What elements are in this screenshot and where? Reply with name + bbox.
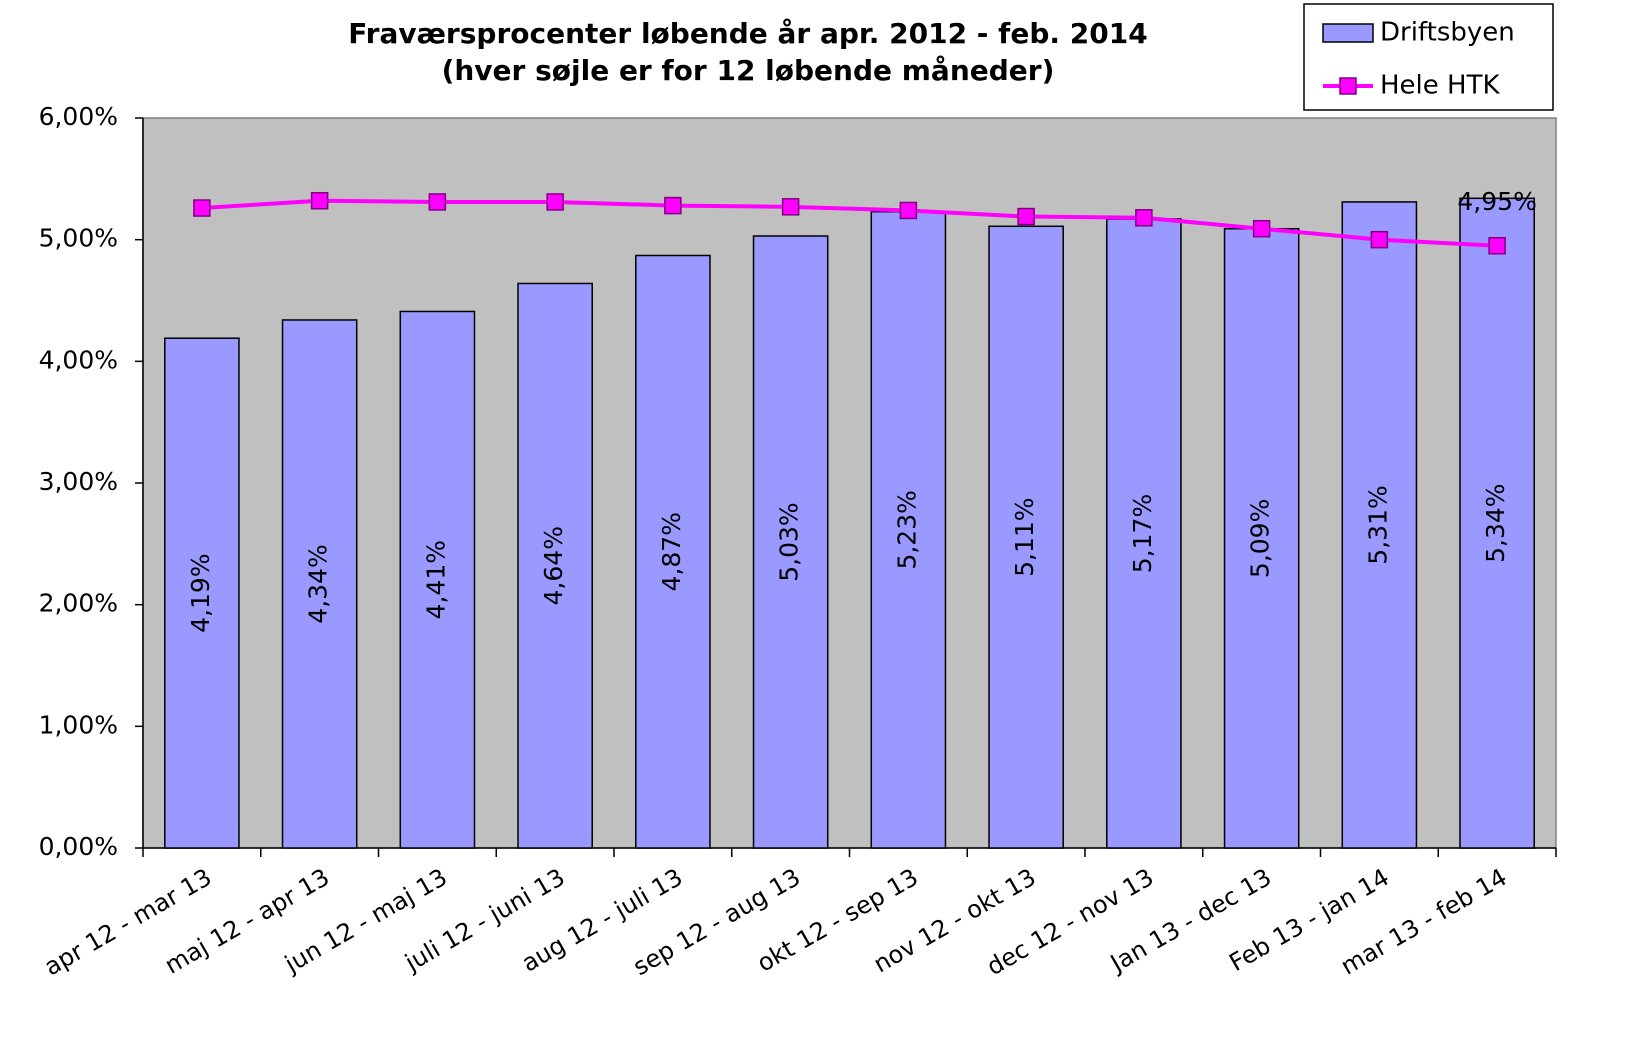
bar — [517, 282, 593, 849]
bar — [1459, 197, 1535, 849]
bar — [399, 310, 476, 849]
line-marker — [546, 193, 564, 211]
bar-value-label: 4,19% — [186, 553, 215, 632]
line-value-label: 4,95% — [1457, 187, 1536, 216]
line-marker — [1135, 209, 1153, 227]
line-marker — [193, 199, 211, 217]
y-tick-label: 5,00% — [39, 224, 118, 253]
y-tick-label: 6,00% — [39, 102, 118, 131]
line-marker — [899, 201, 918, 220]
bar-value-label: 5,17% — [1128, 494, 1157, 573]
bar — [635, 254, 711, 849]
bar — [281, 319, 358, 849]
bar-value-label: 4,41% — [421, 540, 450, 619]
legend-label: Driftsbyen — [1380, 18, 1515, 48]
y-tick-label: 3,00% — [39, 467, 118, 496]
bar-value-label: 5,11% — [1010, 497, 1039, 576]
bar-value-label: 5,31% — [1363, 485, 1392, 564]
y-tick-label: 4,00% — [39, 345, 118, 374]
bar — [164, 337, 240, 849]
line-marker — [664, 196, 682, 215]
chart-title: Fraværsprocenter løbende år apr. 2012 - … — [348, 17, 1147, 50]
bar — [1106, 218, 1182, 849]
bar-value-label: 5,34% — [1481, 483, 1510, 562]
bar — [752, 235, 829, 849]
chart-subtitle: (hver søjle er for 12 løbende måneder) — [442, 54, 1055, 87]
y-tick-label: 1,00% — [39, 710, 118, 739]
line-marker — [428, 193, 447, 211]
legend-marker — [1339, 77, 1357, 95]
bar-value-label: 5,09% — [1246, 499, 1275, 578]
line — [201, 198, 1498, 248]
legend-label: Hele HTK — [1380, 71, 1500, 101]
legend-swatch — [1322, 23, 1374, 43]
line-marker — [310, 191, 329, 210]
y-tick-label: 0,00% — [39, 832, 118, 861]
line-marker — [1370, 230, 1389, 249]
bar-value-label: 4,87% — [657, 512, 686, 591]
plot-area — [142, 117, 1557, 849]
bar-value-label: 5,03% — [775, 502, 804, 581]
line-marker — [1488, 237, 1506, 255]
bar-value-label: 5,23% — [892, 490, 921, 569]
bar-value-label: 4,64% — [539, 526, 568, 605]
bar — [1341, 201, 1418, 849]
line-marker — [1252, 219, 1271, 238]
bar-value-label: 4,34% — [304, 544, 333, 623]
y-tick-label: 2,00% — [39, 589, 118, 618]
line-marker — [781, 198, 800, 216]
bar — [870, 210, 947, 849]
bar — [1223, 227, 1300, 849]
bar — [988, 225, 1064, 849]
line-marker — [1017, 207, 1035, 226]
